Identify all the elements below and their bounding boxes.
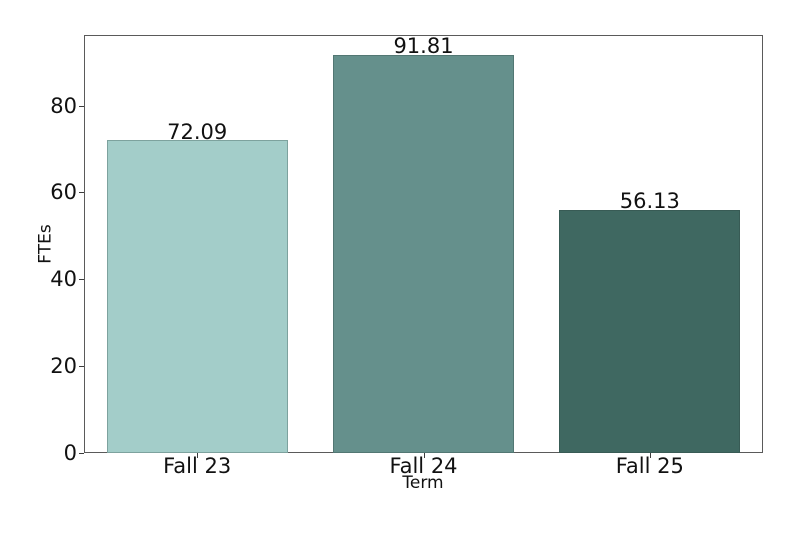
y-tick-mark [79,452,84,454]
bar-fall-23 [106,140,288,453]
x-tick-mark [423,453,425,458]
bar-fall-24 [332,54,515,453]
y-tick-label: 0 [63,440,77,465]
bar-value-label: 91.81 [393,34,454,59]
x-tick-label: Fall 25 [615,453,684,478]
y-tick-mark [79,192,84,194]
bar-value-label: 72.09 [167,119,228,144]
y-tick-mark [79,105,84,107]
bar-value-label: 56.13 [619,189,680,214]
y-tick-label: 60 [50,180,77,205]
y-axis-label: FTEs [35,224,56,264]
y-tick-mark [79,279,84,281]
y-tick-label: 40 [50,267,77,292]
x-tick-mark [197,453,199,458]
x-tick-mark [649,453,651,458]
y-tick-label: 20 [50,353,77,378]
y-tick-label: 80 [50,93,77,118]
y-tick-mark [79,365,84,367]
bar-fall-25 [559,209,741,453]
x-tick-label: Fall 24 [389,453,458,478]
x-axis-label: Term [402,473,444,493]
x-tick-label: Fall 23 [163,453,232,478]
